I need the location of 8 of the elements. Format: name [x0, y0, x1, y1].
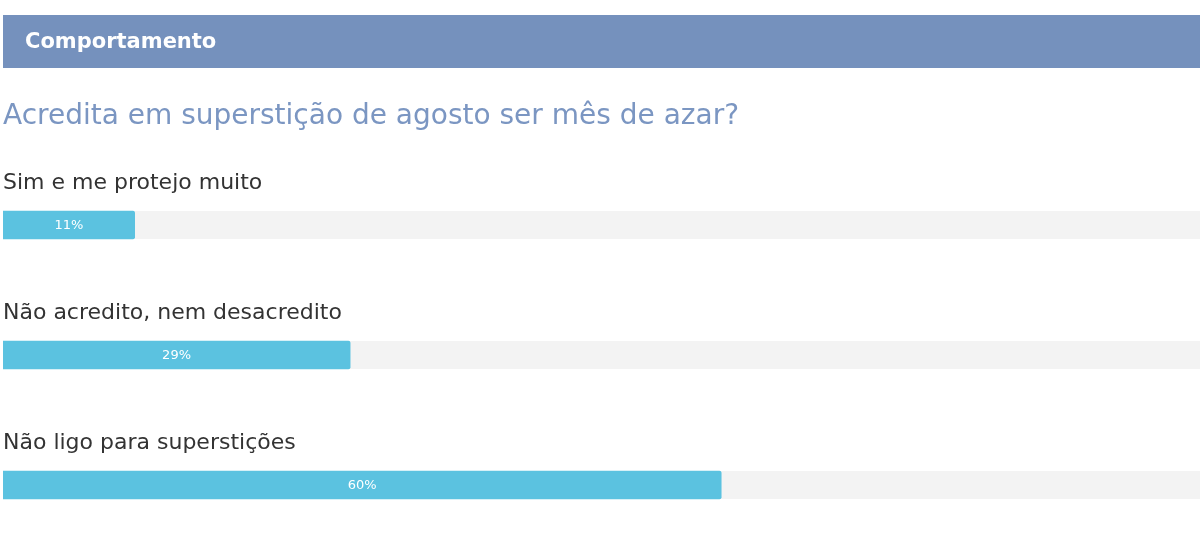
chart-subtitle: Acredita em superstição de agosto ser mês de azar?	[3, 98, 740, 131]
chart-title: Comportamento	[3, 15, 1200, 68]
y-tick-label: Sim e me protejo muito	[3, 168, 263, 194]
data-label: 29%	[162, 347, 192, 363]
y-tick-label: Não acredito, nem desacredito	[3, 298, 342, 324]
y-tick-label: Não ligo para superstições	[3, 428, 296, 454]
data-label: 11%	[54, 217, 84, 233]
data-label: 60%	[347, 477, 377, 493]
